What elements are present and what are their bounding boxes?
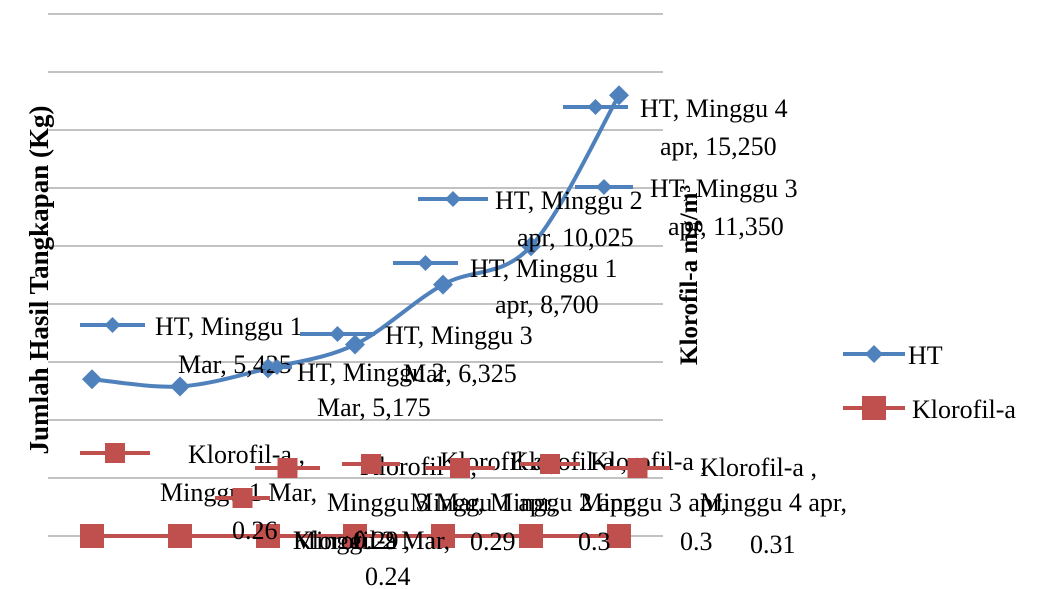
klorofil-label-line-3: 0.29 bbox=[470, 527, 516, 556]
klorofil-label-line-2: Minggu 2 Mar, bbox=[293, 526, 450, 555]
ht-point-6 bbox=[521, 236, 541, 257]
klorofil-label-line-3: 0.3 bbox=[578, 527, 611, 556]
klorofil-label-key-marker bbox=[361, 454, 381, 474]
klorofil-label-line-2: Minggu 4 apr, bbox=[700, 488, 847, 517]
klorofil-label-line-2: Minggu 3 apr, bbox=[580, 488, 727, 517]
ht-label-key-marker bbox=[445, 191, 461, 207]
klorofil-data-label-7: Klorofil-a , Minggu 4 apr, 0.31 bbox=[605, 453, 847, 559]
ht-label-line-2: Mar, 6,325 bbox=[403, 359, 517, 388]
ht-label-key-marker bbox=[417, 255, 434, 271]
klorofil-label-line-3: 0.26 bbox=[232, 516, 278, 545]
klorofil-point-3 bbox=[256, 524, 280, 548]
legend-ht-marker bbox=[865, 345, 883, 363]
klorofil-label-key-marker bbox=[277, 458, 298, 478]
ht-label-line-1: HT, Minggu 1 bbox=[155, 312, 303, 341]
klorofil-point-1 bbox=[80, 524, 104, 548]
ht-point-1 bbox=[82, 369, 102, 390]
ht-label-key-marker bbox=[329, 326, 346, 342]
klorofil-label-key-marker bbox=[627, 458, 648, 478]
ht-point-4 bbox=[345, 334, 365, 355]
ht-label-line-1: HT, Minggu 3 bbox=[385, 321, 533, 350]
klorofil-point-4 bbox=[343, 524, 367, 548]
klorofil-label-key-marker bbox=[450, 458, 470, 478]
ht-data-label-3: HT, Minggu 3 Mar, 6,325 bbox=[300, 321, 533, 388]
klorofil-label-line-3: 0.29 bbox=[353, 526, 399, 555]
klorofil-label-line-3: 0.31 bbox=[750, 530, 796, 559]
ht-point-7 bbox=[609, 85, 629, 106]
ht-data-label-2: HT, Minggu 2 Mar, 5,175 bbox=[262, 358, 445, 422]
ht-label-line-2: apr, 15,250 bbox=[660, 132, 777, 161]
ht-label-line-1: HT, Minggu 4 bbox=[640, 94, 788, 123]
ht-label-key-marker bbox=[596, 179, 612, 195]
klorofil-label-line-1: Klorofil-a , bbox=[293, 526, 410, 555]
klorofil-label-line-2: Minggu 3 Mar, bbox=[327, 488, 484, 517]
klorofil-label-key-marker bbox=[232, 488, 253, 508]
ht-label-key-marker bbox=[104, 317, 121, 333]
legend-klorofil-marker bbox=[862, 396, 886, 420]
klorofil-label-line-2: Minggu 1 apr, bbox=[410, 488, 557, 517]
ht-label-line-1: HT, Minggu 3 bbox=[650, 174, 798, 203]
ht-data-label-7: HT, Minggu 4 apr, 15,250 bbox=[563, 94, 788, 161]
ht-label-key-marker bbox=[587, 99, 604, 115]
klorofil-label-line-1: Klorofil-a , bbox=[510, 447, 627, 476]
klorofil-label-key-marker bbox=[540, 454, 560, 474]
klorofil-data-label-5: Klorofil-a , Minggu 2 apr, 0.3 bbox=[425, 447, 637, 556]
ht-label-line-2: apr, 8,700 bbox=[495, 290, 599, 319]
klorofil-point-5 bbox=[431, 524, 455, 548]
klorofil-data-label-6: Klorofil-a , Minggu 3 apr, 0.3 bbox=[520, 447, 727, 556]
ht-label-key-marker bbox=[269, 359, 285, 375]
ht-label-line-1: HT, Minggu 2 bbox=[495, 186, 643, 215]
klorofil-label-line-1: Klorofil-a , bbox=[700, 453, 817, 482]
ht-data-label-5: HT, Minggu 2 apr, 10,025 bbox=[418, 186, 643, 252]
klorofil-data-label-1: Klorofil-a ,Minggu 1 Mar,0.26 bbox=[80, 440, 317, 545]
ht-label-line-2: Mar, 5,175 bbox=[317, 393, 431, 422]
klorofil-label-line-3: 0.24 bbox=[365, 562, 411, 589]
ht-label-line-1: HT, Minggu 2 bbox=[297, 358, 445, 387]
klorofil-point-2 bbox=[168, 524, 192, 548]
ht-label-line-2: apr, 11,350 bbox=[668, 212, 784, 241]
legend: HT Klorofil-a bbox=[843, 341, 1016, 424]
klorofil-point-7 bbox=[607, 524, 631, 548]
ht-label-line-1: HT, Minggu 1 bbox=[470, 254, 618, 283]
klorofil-label-line-3: 0.3 bbox=[680, 527, 713, 556]
legend-item-ht: HT bbox=[843, 341, 943, 370]
legend-item-klorofil: Klorofil-a bbox=[843, 395, 1016, 424]
ht-data-label-6: HT, Minggu 3 apr, 11,350 bbox=[575, 174, 798, 241]
y-axis-title-right: Klorofil-a mg/m³ bbox=[676, 185, 703, 365]
ht-label-line-2: apr, 10,025 bbox=[517, 223, 634, 252]
legend-klorofil-label: Klorofil-a bbox=[912, 395, 1016, 424]
ht-point-5 bbox=[433, 274, 453, 295]
klorofil-data-label-2: Klorofil-a ,Minggu 2 Mar, 0.24 bbox=[215, 488, 450, 589]
ht-point-2 bbox=[170, 376, 190, 397]
klorofil-point-6 bbox=[519, 524, 543, 548]
klorofil-label-line-1: Klorofil-a , bbox=[590, 447, 707, 476]
y-axis-title-left: Jumlah Hasil Tangkapan (Kg) bbox=[24, 106, 54, 455]
klorofil-label-line-2: Minggu 2 apr, bbox=[490, 488, 637, 517]
klorofil-label-key-marker bbox=[105, 443, 125, 463]
ht-data-label-4: HT, Minggu 1 apr, 8,700 bbox=[393, 254, 618, 319]
legend-ht-label: HT bbox=[908, 341, 943, 370]
series-klorofil bbox=[80, 524, 631, 548]
